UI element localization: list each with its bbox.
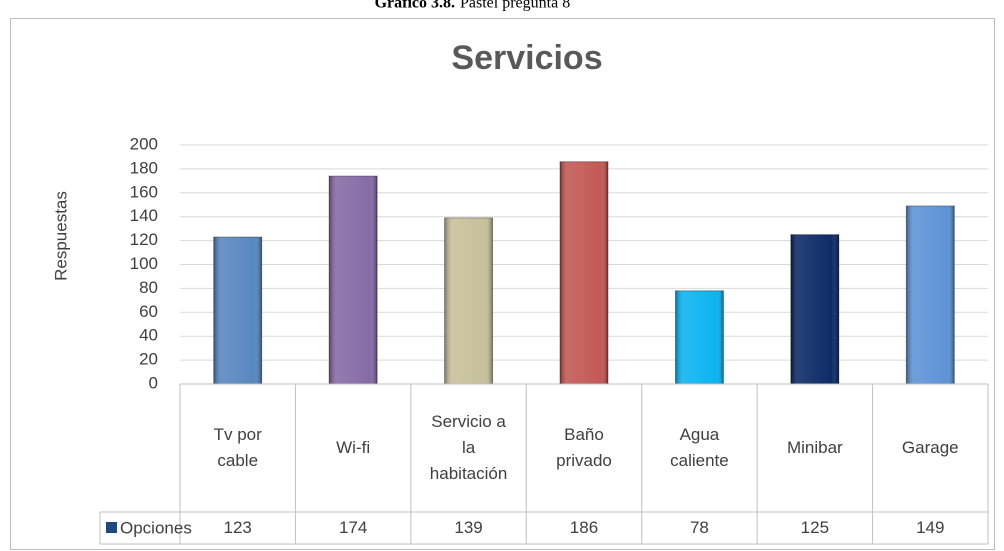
table-value: 174 [338, 518, 368, 537]
bar [328, 175, 378, 385]
category-label: Baño privado [556, 425, 612, 470]
table-value: 139 [454, 518, 483, 537]
y-tick-label: 160 [130, 182, 158, 201]
category-label: Agua caliente [670, 425, 729, 470]
y-tick-label: 60 [139, 302, 158, 321]
caption-label: Gráfico 3.8. [375, 0, 455, 12]
bar [213, 236, 263, 385]
y-axis-label: Respuestas [51, 191, 70, 281]
category-label: Wi-fi [336, 438, 371, 457]
bar [674, 290, 724, 385]
y-tick-label: 0 [149, 373, 158, 392]
y-tick-label: 40 [139, 326, 158, 345]
bar [905, 205, 955, 385]
table-value: 125 [800, 518, 830, 537]
bar [444, 217, 494, 385]
legend-marker [106, 522, 117, 533]
table-value: 149 [916, 518, 945, 537]
caption-text: Pastel pregunta 8 [460, 0, 570, 12]
y-tick-label: 200 [130, 134, 158, 153]
y-tick-label: 80 [139, 278, 158, 297]
category-label: Minibar [786, 438, 843, 457]
category-label: Garage [901, 438, 959, 457]
chart-title: Servicios [451, 39, 602, 77]
table-value: 123 [223, 518, 252, 537]
y-tick-label: 20 [139, 350, 158, 369]
bar [559, 161, 609, 385]
legend-label: Opciones [120, 518, 192, 537]
category-label: Tv por cable [213, 425, 262, 470]
table-value: 186 [569, 518, 599, 537]
y-tick-label: 180 [130, 158, 158, 177]
y-tick-label: 100 [130, 254, 158, 273]
y-tick-label: 120 [130, 230, 158, 249]
y-tick-label: 140 [130, 206, 158, 225]
table-value: 78 [689, 518, 709, 537]
category-label: Servicio a la habitación [429, 412, 508, 483]
bar [790, 234, 840, 385]
